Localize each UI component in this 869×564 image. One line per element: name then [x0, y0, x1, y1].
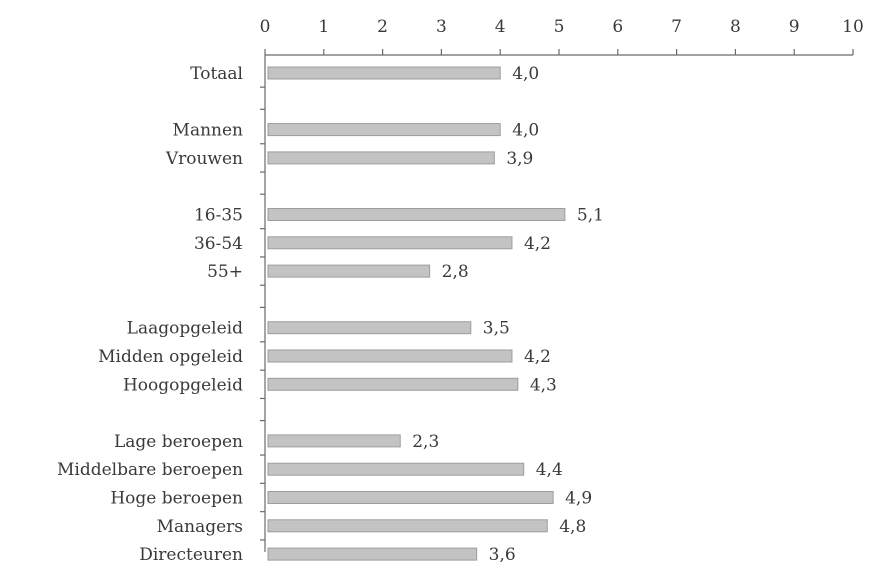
bar: [267, 377, 519, 391]
value-label: 2,3: [412, 432, 439, 452]
y-axis: [260, 55, 266, 552]
category-label: Mannen: [173, 121, 244, 141]
x-tick-label: 9: [789, 17, 800, 37]
category-label: 55+: [207, 262, 243, 282]
bar: [267, 349, 513, 363]
category-label: Laagopgeleid: [127, 319, 243, 339]
value-label: 3,6: [489, 545, 516, 564]
x-axis: 0 1 2 3 4 5 6 7 8 9 10: [260, 17, 864, 56]
bar: [267, 462, 525, 476]
bar: [267, 519, 548, 533]
value-label: 3,9: [506, 149, 533, 169]
x-tick-label: 8: [730, 17, 741, 37]
x-tick-label: 1: [318, 17, 329, 37]
category-label: 16-35: [194, 206, 243, 226]
bar: [267, 236, 513, 250]
category-label: Midden opgeleid: [98, 347, 243, 367]
x-tick-label: 7: [671, 17, 682, 37]
bar: [267, 434, 401, 448]
x-tick-label: 0: [260, 17, 271, 37]
category-label: Directeuren: [139, 545, 243, 564]
category-label: Hoogopgeleid: [123, 375, 243, 395]
value-label: 4,0: [512, 64, 539, 84]
value-label: 4,2: [524, 234, 551, 254]
bar: [267, 66, 501, 80]
bar: [267, 123, 501, 137]
x-tick-label: 4: [495, 17, 506, 37]
value-label: 4,0: [512, 121, 539, 141]
bars: Totaal 4,0 Mannen 4,0 Vrouwen 3,9 16-35 5,1 36-5…: [57, 64, 604, 564]
value-label: 4,8: [559, 517, 586, 537]
x-tick-label: 5: [554, 17, 565, 37]
x-tick-label: 10: [842, 17, 864, 37]
category-label: 36-54: [194, 234, 243, 254]
value-label: 4,4: [536, 460, 563, 480]
category-label: Lage beroepen: [114, 432, 243, 452]
category-label: Hoge beroepen: [110, 489, 243, 509]
bar: [267, 151, 495, 165]
bar: [267, 208, 566, 221]
x-tick-label: 6: [612, 17, 623, 37]
value-label: 3,5: [483, 319, 510, 339]
bar: [267, 264, 431, 278]
category-label: Vrouwen: [165, 149, 243, 169]
x-tick-label: 2: [377, 17, 388, 37]
bar: [267, 547, 478, 561]
value-label: 4,9: [565, 489, 592, 509]
category-label: Middelbare beroepen: [57, 460, 243, 480]
bar: [267, 321, 472, 335]
bar: [267, 491, 554, 504]
category-label: Managers: [157, 517, 243, 537]
value-label: 5,1: [577, 206, 604, 226]
value-label: 4,2: [524, 347, 551, 367]
value-label: 4,3: [530, 375, 557, 395]
category-label: Totaal: [190, 64, 243, 84]
value-label: 2,8: [442, 262, 469, 282]
x-tick-label: 3: [436, 17, 447, 37]
